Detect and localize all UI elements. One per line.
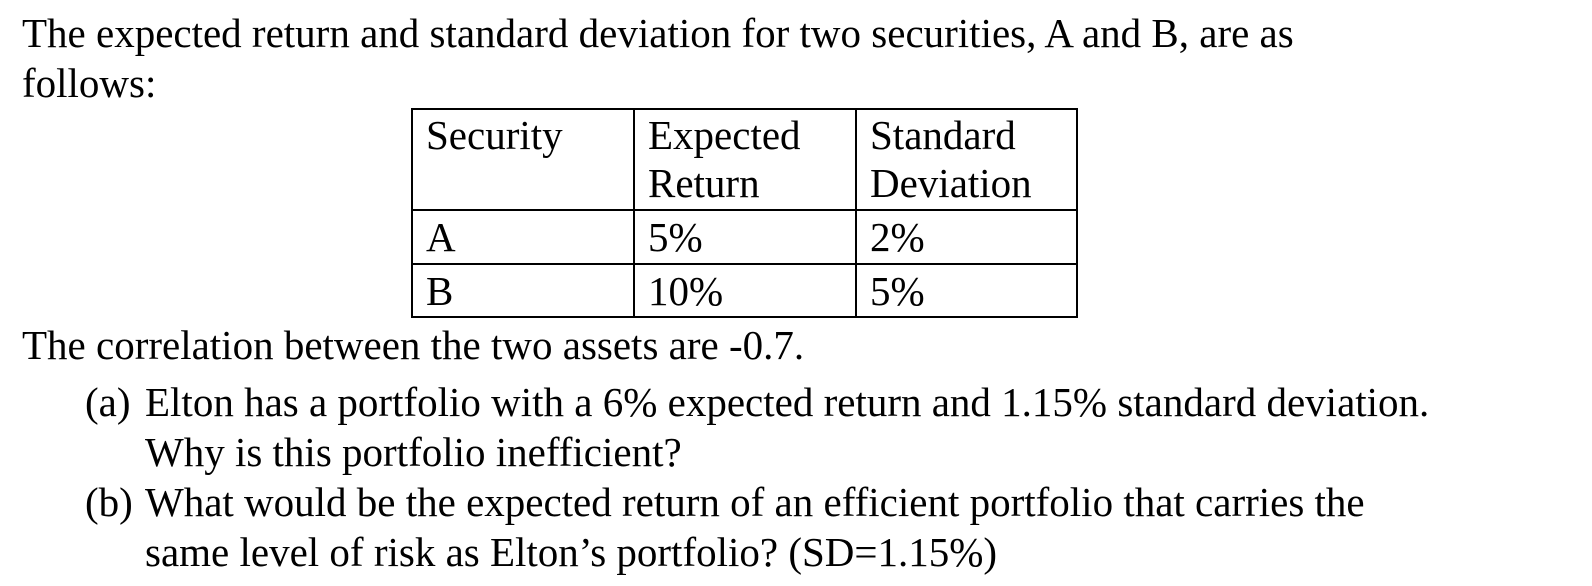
cell-security-a: A [411,209,635,265]
table-row-security-b: B 10% 5% [411,263,1078,318]
table-row-security-a: A 5% 2% [411,209,1078,265]
cell-expected-return-b: 10% [633,263,857,318]
cell-standard-deviation-a: 2% [855,209,1078,265]
intro-line-1: The expected return and standard deviati… [22,10,1294,56]
intro-line-2: follows: [22,60,157,106]
question-a-line-1: Elton has a portfolio with a 6% expected… [145,379,1430,425]
col-header-standard-deviation: Standard Deviation [855,108,1078,211]
question-b: (b) What would be the expected return of… [85,477,1592,577]
cell-expected-return-a: 5% [633,209,857,265]
correlation-note: The correlation between the two assets a… [22,322,805,368]
question-b-line-1: What would be the expected return of an … [145,479,1365,525]
question-list: (a) Elton has a portfolio with a 6% expe… [0,377,1592,577]
table-header-row: Security Expected Return Standard Deviat… [411,108,1078,211]
question-b-text: What would be the expected return of an … [145,477,1365,577]
question-b-line-2: same level of risk as Elton’s portfolio?… [145,529,998,575]
col-header-expected-return: Expected Return [633,108,857,211]
question-b-label: (b) [85,479,133,525]
col-header-security: Security [411,108,635,211]
cell-security-b: B [411,263,635,318]
question-a-text: Elton has a portfolio with a 6% expected… [145,377,1429,477]
question-a-label: (a) [85,379,131,425]
question-a-line-2: Why is this portfolio inefficient? [145,429,682,475]
securities-table: Security Expected Return Standard Deviat… [411,108,1078,318]
cell-standard-deviation-b: 5% [855,263,1078,318]
question-a: (a) Elton has a portfolio with a 6% expe… [85,377,1592,477]
intro-paragraph: The expected return and standard deviati… [22,8,1592,108]
